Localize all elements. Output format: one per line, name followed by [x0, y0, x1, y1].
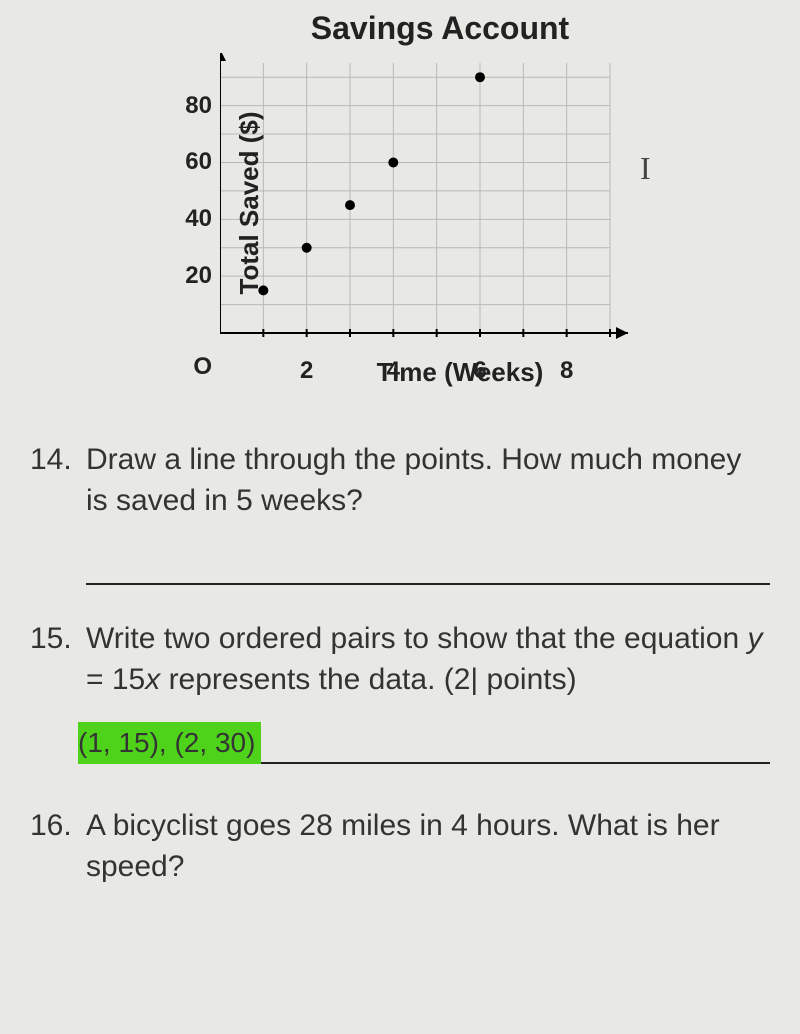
question-16: 16.A bicyclist goes 28 miles in 4 hours.… — [30, 806, 770, 887]
question-15: 15.Write two ordered pairs to show that … — [30, 619, 770, 764]
chart-plot-area: Total Saved ($) 20406080 2468 O — [220, 53, 640, 353]
chart-origin-label: O — [193, 353, 212, 381]
question-14: 14.Draw a line through the points. How m… — [30, 440, 770, 585]
q15-answer-text: (1, 15), (2, 30) — [78, 722, 261, 764]
q15-text: Write two ordered pairs to show that the… — [86, 619, 766, 700]
ytick-label: 80 — [185, 92, 212, 120]
q16-number: 16. — [30, 806, 86, 847]
xtick-label: 2 — [300, 357, 313, 385]
chart-svg — [220, 53, 640, 353]
q14-text: Draw a line through the points. How much… — [86, 440, 766, 521]
xtick-label: 6 — [473, 357, 486, 385]
q14-answer-line[interactable] — [86, 551, 770, 585]
chart-title: Savings Account — [210, 10, 670, 47]
ytick-label: 40 — [185, 205, 212, 233]
text-cursor-icon: I — [640, 150, 651, 187]
ytick-label: 60 — [185, 148, 212, 176]
ytick-label: 20 — [185, 262, 212, 290]
q15-number: 15. — [30, 619, 86, 660]
xtick-label: 4 — [387, 357, 400, 385]
q16-text: A bicyclist goes 28 miles in 4 hours. Wh… — [86, 806, 766, 887]
xtick-label: 8 — [560, 357, 573, 385]
chart-ylabel: Total Saved ($) — [234, 111, 265, 294]
q14-number: 14. — [30, 440, 86, 481]
questions-section: 14.Draw a line through the points. How m… — [30, 440, 770, 921]
chart-container: Savings Account Total Saved ($) 20406080… — [150, 10, 670, 388]
q15-answer-line[interactable]: (1, 15), (2, 30) — [86, 730, 770, 764]
q15-answer-highlight: (1, 15), (2, 30) — [78, 722, 261, 764]
